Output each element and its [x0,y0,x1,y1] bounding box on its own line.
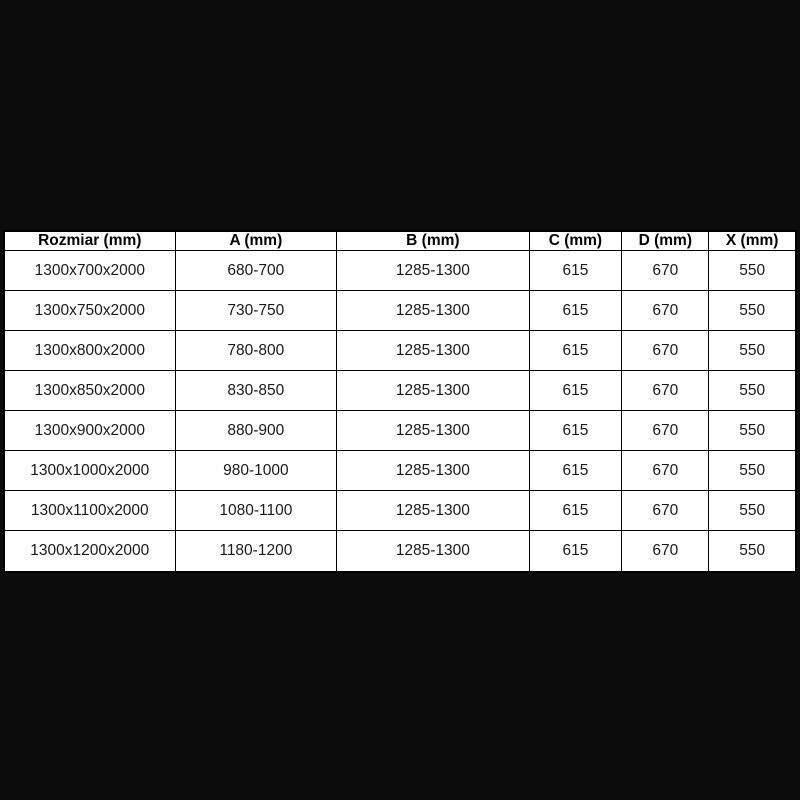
table-cell: 1285-1300 [336,330,530,372]
column-header-x: X (mm) [708,230,797,251]
table-cell: 1285-1300 [336,410,530,452]
table-cell: 1300x750x2000 [3,290,176,332]
table-cell: 615 [528,490,623,532]
table-cell: 1300x1200x2000 [3,530,176,573]
table-cell: 1285-1300 [336,530,530,573]
table-cell: 1080-1100 [174,490,338,532]
table-cell: 550 [708,330,797,372]
table-cell: 670 [621,290,710,332]
table-row: 1300x750x2000 730-750 1285-1300 615 670 … [3,290,797,332]
header-row: Rozmiar (mm) A (mm) B (mm) C (mm) D (mm)… [3,230,797,251]
table-cell: 1300x850x2000 [3,370,176,412]
table-row: 1300x1200x2000 1180-1200 1285-1300 615 6… [3,530,797,573]
dimensions-spec-table: Rozmiar (mm) A (mm) B (mm) C (mm) D (mm)… [3,230,797,573]
column-header-d: D (mm) [621,230,710,251]
table-cell: 1180-1200 [174,530,338,573]
table-cell: 670 [621,370,710,412]
table-cell: 670 [621,450,710,492]
table-row: 1300x900x2000 880-900 1285-1300 615 670 … [3,410,797,452]
table-cell: 615 [528,530,623,573]
table-row: 1300x850x2000 830-850 1285-1300 615 670 … [3,370,797,412]
table-cell: 780-800 [174,330,338,372]
table-cell: 880-900 [174,410,338,452]
table-cell: 670 [621,330,710,372]
table-cell: 680-700 [174,249,338,292]
column-header-rozmiar: Rozmiar (mm) [3,230,176,251]
table-cell: 670 [621,410,710,452]
table-cell: 550 [708,410,797,452]
table-cell: 615 [528,450,623,492]
table-cell: 1300x1100x2000 [3,490,176,532]
table-cell: 670 [621,490,710,532]
table-cell: 1300x1000x2000 [3,450,176,492]
column-header-a: A (mm) [174,230,338,251]
table-row: 1300x1100x2000 1080-1100 1285-1300 615 6… [3,490,797,532]
table-row: 1300x1000x2000 980-1000 1285-1300 615 67… [3,450,797,492]
table-cell: 550 [708,249,797,292]
column-header-c: C (mm) [528,230,623,251]
column-header-b: B (mm) [336,230,530,251]
table-cell: 550 [708,290,797,332]
table-cell: 615 [528,249,623,292]
table-cell: 615 [528,410,623,452]
table-cell: 1300x800x2000 [3,330,176,372]
table-cell: 1285-1300 [336,370,530,412]
table-cell: 1285-1300 [336,290,530,332]
table-cell: 980-1000 [174,450,338,492]
table-cell: 830-850 [174,370,338,412]
table-cell: 550 [708,490,797,532]
table-cell: 670 [621,249,710,292]
table-cell: 670 [621,530,710,573]
table-cell: 615 [528,330,623,372]
table-row: 1300x800x2000 780-800 1285-1300 615 670 … [3,330,797,372]
table-cell: 615 [528,370,623,412]
table-cell: 550 [708,370,797,412]
table-cell: 1285-1300 [336,490,530,532]
table-cell: 1285-1300 [336,249,530,292]
table-cell: 550 [708,530,797,573]
table-cell: 1300x700x2000 [3,249,176,292]
table-cell: 550 [708,450,797,492]
table-cell: 1300x900x2000 [3,410,176,452]
table-row: 1300x700x2000 680-700 1285-1300 615 670 … [3,249,797,292]
table-cell: 730-750 [174,290,338,332]
table-cell: 1285-1300 [336,450,530,492]
table-cell: 615 [528,290,623,332]
